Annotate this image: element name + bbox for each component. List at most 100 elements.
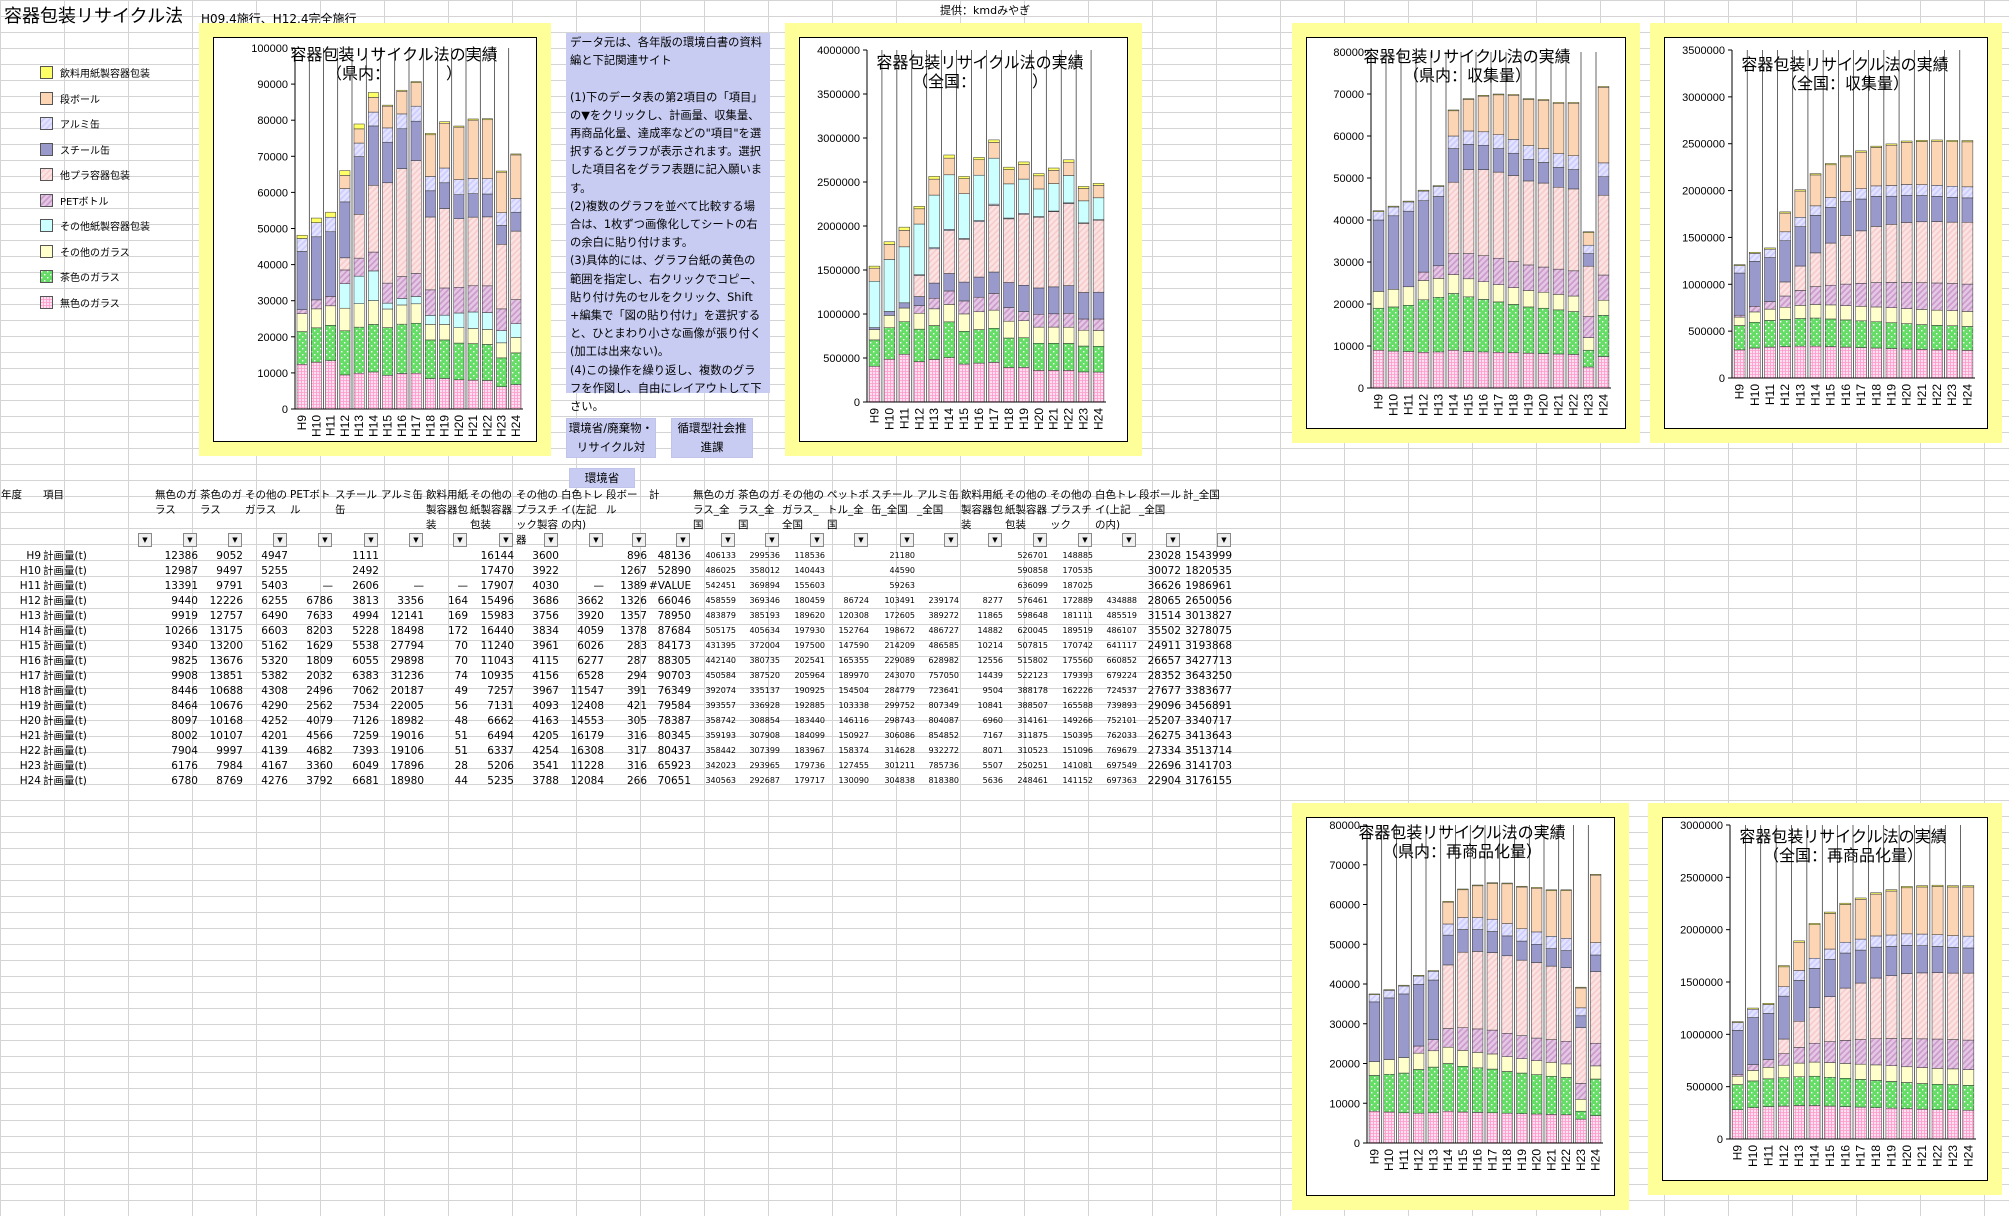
bar-segment[interactable] <box>1962 1039 1975 1070</box>
table-cell[interactable]: 8203 <box>306 624 333 637</box>
bar-segment[interactable] <box>1825 304 1837 320</box>
bar-segment[interactable] <box>1778 966 1790 987</box>
bar-segment[interactable] <box>1901 933 1913 946</box>
table-cell[interactable]: 762033 <box>1106 731 1137 740</box>
table-cell[interactable]: 335137 <box>749 686 780 695</box>
table-cell[interactable]: 17470 <box>480 564 514 577</box>
bar-segment[interactable] <box>1560 890 1572 939</box>
bar-segment[interactable] <box>1427 1050 1439 1068</box>
bar-segment[interactable] <box>1077 292 1090 320</box>
filter-dropdown-icon[interactable]: ▼ <box>273 533 287 547</box>
table-cell[interactable]: 127455 <box>838 761 869 770</box>
table-cell[interactable]: 4205 <box>532 729 559 742</box>
table-cell[interactable]: 483879 <box>705 611 736 620</box>
table-cell[interactable]: 304838 <box>884 776 915 785</box>
table-cell[interactable]: 172 <box>447 624 468 637</box>
bar-segment[interactable] <box>1597 87 1610 164</box>
table-cell[interactable]: 13851 <box>209 669 243 682</box>
bar-segment[interactable] <box>1855 306 1867 322</box>
bar-segment[interactable] <box>1417 352 1430 389</box>
bar-segment[interactable] <box>1545 1039 1557 1063</box>
table-cell[interactable] <box>916 563 960 578</box>
table-cell[interactable]: 90703 <box>657 669 691 682</box>
bar-segment[interactable] <box>1545 948 1557 967</box>
bar-segment[interactable] <box>1947 1068 1959 1085</box>
bar-segment[interactable] <box>1900 222 1913 283</box>
bar-segment[interactable] <box>1560 1077 1572 1116</box>
bar-segment[interactable] <box>1383 1111 1395 1144</box>
table-cell[interactable]: 10841 <box>977 701 1003 710</box>
bar-segment[interactable] <box>1900 323 1913 350</box>
env-ministry-waste-link[interactable]: 環境省/廃棄物・リサイクル対 <box>566 418 656 458</box>
bar-segment[interactable] <box>1545 1075 1557 1115</box>
bar-segment[interactable] <box>1442 1028 1454 1048</box>
table-cell[interactable]: 636099 <box>1017 581 1048 590</box>
bar-segment[interactable] <box>1946 283 1958 311</box>
bar-segment[interactable] <box>1824 996 1836 1042</box>
table-cell[interactable]: 7131 <box>487 699 514 712</box>
bar-segment[interactable] <box>382 308 394 328</box>
bar-segment[interactable] <box>1839 902 1852 905</box>
table-cell[interactable]: 310523 <box>1017 746 1048 755</box>
table-cell[interactable]: H21 <box>19 729 41 742</box>
bar-segment[interactable] <box>1840 305 1852 321</box>
bar-segment[interactable] <box>310 217 322 223</box>
bar-segment[interactable] <box>1560 967 1572 1042</box>
bar-segment[interactable] <box>1762 1067 1775 1080</box>
bar-segment[interactable] <box>1794 189 1807 192</box>
bar-segment[interactable] <box>943 290 955 305</box>
bar-segment[interactable] <box>1398 993 1410 1058</box>
table-cell[interactable]: 306086 <box>884 731 915 740</box>
table-cell[interactable]: 3456891 <box>1185 699 1232 712</box>
bar-segment[interactable] <box>973 159 985 176</box>
bar-segment[interactable] <box>988 293 1000 311</box>
bar-segment[interactable] <box>1575 986 1587 989</box>
bar-segment[interactable] <box>1522 98 1535 100</box>
bar-segment[interactable] <box>1733 316 1746 326</box>
filter-dropdown-icon[interactable]: ▼ <box>544 533 558 547</box>
bar-segment[interactable] <box>1003 307 1015 322</box>
filter-dropdown-icon[interactable]: ▼ <box>409 533 423 547</box>
bar-segment[interactable] <box>943 304 955 323</box>
bar-segment[interactable] <box>928 359 940 403</box>
table-cell[interactable]: 16179 <box>570 729 604 742</box>
bar-segment[interactable] <box>1018 337 1030 368</box>
bar-segment[interactable] <box>1077 371 1090 403</box>
table-cell[interactable] <box>1094 563 1138 578</box>
bar-segment[interactable] <box>913 328 925 362</box>
bar-segment[interactable] <box>898 321 910 355</box>
bar-segment[interactable] <box>1092 330 1105 347</box>
table-cell[interactable]: 計画量(t) <box>43 775 87 787</box>
bar-segment[interactable] <box>1092 183 1105 186</box>
table-cell[interactable]: 9497 <box>216 564 243 577</box>
table-cell[interactable]: 計画量(t) <box>43 640 87 652</box>
table-cell[interactable]: 169 <box>447 609 468 622</box>
table-cell[interactable]: 5255 <box>261 564 288 577</box>
table-cell[interactable]: H24 <box>19 774 41 787</box>
bar-segment[interactable] <box>1387 350 1400 389</box>
bar-segment[interactable] <box>1931 282 1943 311</box>
table-cell[interactable]: 641117 <box>1106 641 1137 650</box>
table-cell[interactable]: H12 <box>19 594 41 607</box>
bar-segment[interactable] <box>1947 886 1959 936</box>
table-cell[interactable]: 149266 <box>1062 716 1093 725</box>
bar-segment[interactable] <box>1916 324 1928 350</box>
bar-segment[interactable] <box>481 118 493 121</box>
bar-segment[interactable] <box>958 193 970 239</box>
bar-segment[interactable] <box>1552 268 1565 295</box>
bar-segment[interactable] <box>1854 949 1867 984</box>
bar-segment[interactable] <box>1870 946 1882 979</box>
filter-dropdown-icon[interactable]: ▼ <box>765 533 779 547</box>
bar-segment[interactable] <box>1839 1106 1852 1140</box>
table-cell[interactable]: 10676 <box>209 699 243 712</box>
table-cell[interactable]: 14882 <box>977 626 1003 635</box>
bar-segment[interactable] <box>1560 1114 1572 1144</box>
table-cell[interactable] <box>380 563 425 578</box>
table-cell[interactable]: 4156 <box>532 669 559 682</box>
bar-segment[interactable] <box>1931 884 1944 887</box>
bar-segment[interactable] <box>453 194 465 219</box>
table-cell[interactable]: 405634 <box>749 626 780 635</box>
bar-segment[interactable] <box>958 178 970 194</box>
bar-segment[interactable] <box>1368 1110 1380 1144</box>
bar-segment[interactable] <box>467 193 479 218</box>
